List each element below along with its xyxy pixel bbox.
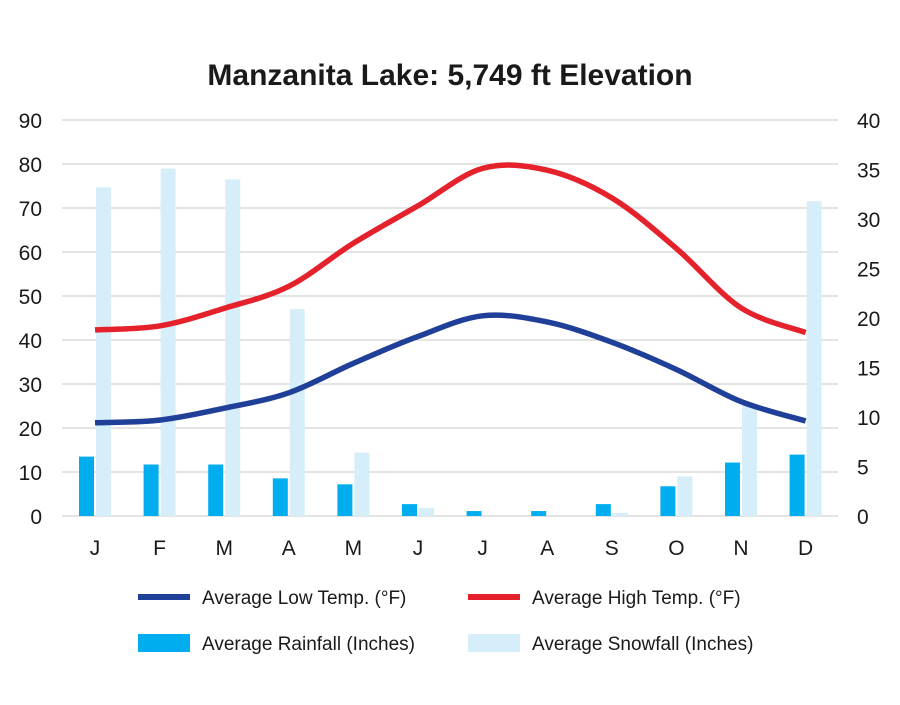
right-tick-label: 35 [857,160,880,183]
left-tick-label: 60 [19,242,42,265]
temperature-lines [94,162,807,426]
legend-label: Average High Temp. (°F) [532,588,741,609]
left-tick-label: 50 [19,286,42,309]
x-tick-label: F [153,537,166,560]
left-tick-label: 70 [19,198,42,221]
rainfall-bars [79,454,805,516]
rainfall-bar [143,464,159,516]
snowfall-bar [806,201,822,516]
snowfall-bar [742,404,757,516]
x-tick-label: A [540,537,554,560]
left-axis-ticks: 0 10 20 30 40 50 60 70 80 90 [19,110,42,529]
rainfall-bar [595,504,611,516]
right-tick-label: 20 [857,308,880,331]
snowfall-bar [354,452,370,516]
legend-label: Average Snowfall (Inches) [532,634,753,655]
snowfall-bar [677,476,693,516]
x-tick-label: M [345,537,363,560]
chart-title: Manzanita Lake: 5,749 ft Elevation [207,59,692,92]
series-line [94,162,807,336]
right-tick-label: 15 [857,358,880,381]
rainfall-bar [466,511,482,516]
legend-label: Average Low Temp. (°F) [202,588,406,609]
rainfall-bar [789,454,805,516]
snowfall-bar [612,513,628,516]
x-tick-label: J [90,537,101,560]
right-tick-label: 0 [857,506,869,529]
rainfall-bar [402,504,417,516]
right-tick-label: 30 [857,209,880,232]
gridlines [62,119,838,517]
legend-label: Average Rainfall (Inches) [202,634,415,655]
x-tick-label: M [215,537,233,560]
x-tick-label: N [733,537,748,560]
right-tick-label: 5 [857,457,869,480]
x-tick-label: S [605,537,619,560]
rainfall-bar [272,478,288,516]
series-line [94,312,807,426]
snowfall-bar [289,309,305,516]
snowfall-bar [225,179,241,516]
rainfall-bar [208,464,224,516]
x-tick-label: J [413,537,424,560]
rainfall-bar [531,511,547,516]
rainfall-bar [725,462,740,516]
rainfall-bar [79,456,94,516]
legend-swatch [468,634,520,652]
x-tick-label: J [477,537,488,560]
legend: Average Low Temp. (°F) Average High Temp.… [138,588,753,655]
left-tick-label: 0 [30,506,42,529]
left-tick-label: 10 [19,462,42,485]
x-tick-label: A [282,537,296,560]
rainfall-bar [337,484,353,516]
rainfall-bar [660,486,676,516]
snowfall-bars [96,168,822,516]
snowfall-bar [160,168,176,516]
right-axis-ticks: 0 5 10 15 20 25 30 35 40 [857,110,880,529]
legend-swatch [138,634,190,652]
left-tick-label: 30 [19,374,42,397]
x-tick-label: O [668,537,684,560]
right-tick-label: 10 [857,407,880,430]
left-tick-label: 40 [19,330,42,353]
right-tick-label: 25 [857,259,880,282]
right-tick-label: 40 [857,110,880,133]
snowfall-bar [96,187,111,516]
x-tick-label: D [798,537,813,560]
left-tick-label: 80 [19,154,42,177]
left-tick-label: 90 [19,110,42,133]
left-tick-label: 20 [19,418,42,441]
snowfall-bar [419,508,434,516]
